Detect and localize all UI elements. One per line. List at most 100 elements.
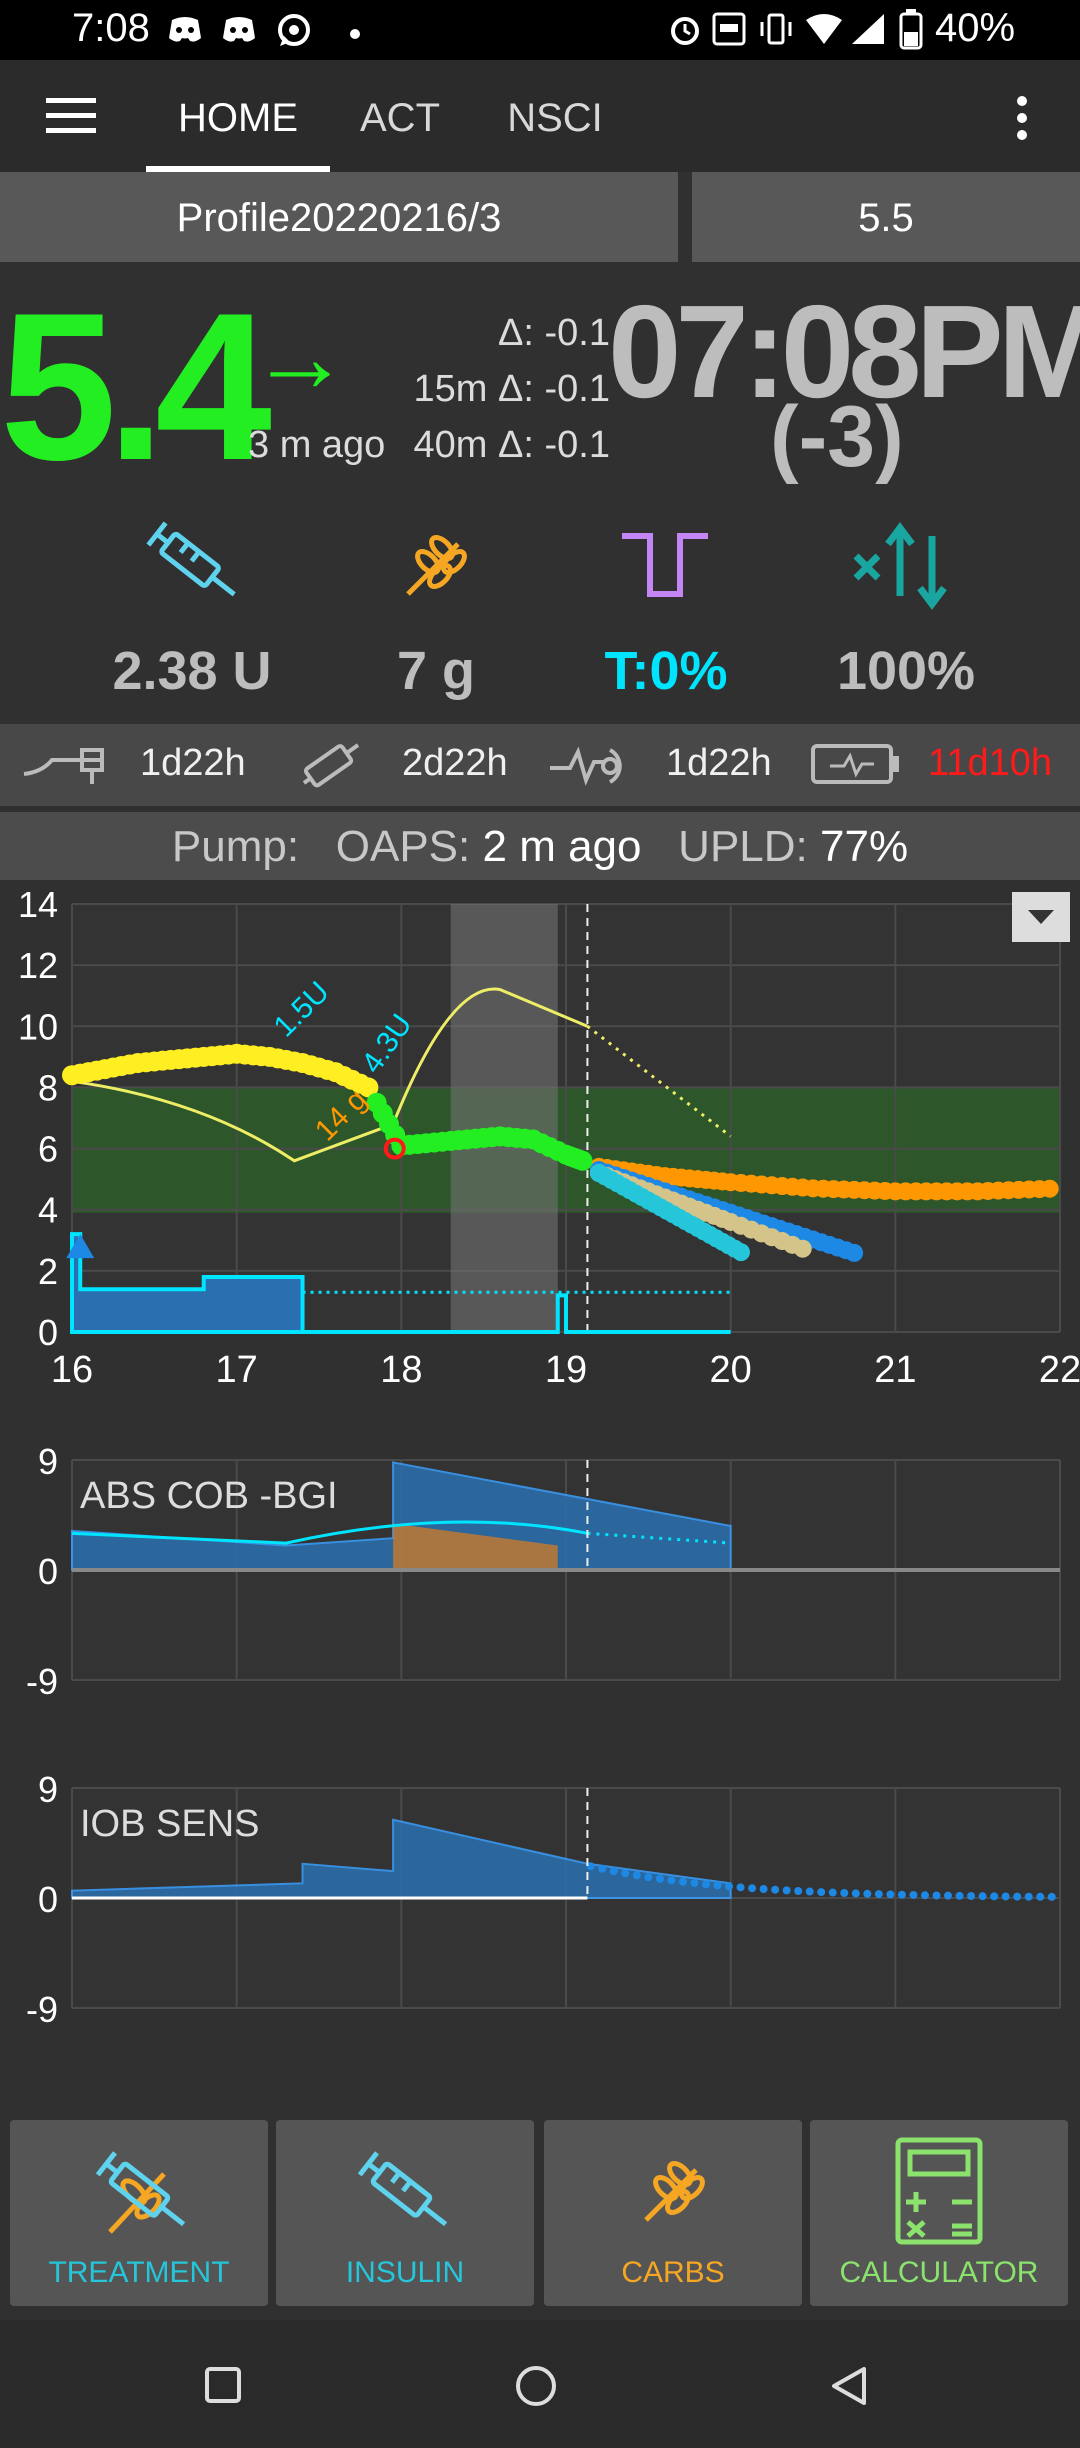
iob-prediction-point	[1013, 1892, 1022, 1901]
y-tick-label: 0	[38, 1551, 58, 1592]
pump-label: Pump:	[171, 822, 300, 871]
x-tick-label: 22	[1039, 1349, 1080, 1391]
iob-prediction-point	[713, 1881, 722, 1890]
home-icon[interactable]	[514, 2364, 558, 2413]
y-tick-label: 9	[38, 1769, 58, 1810]
y-tick-label: 12	[18, 945, 58, 986]
iob-prediction-point	[828, 1888, 837, 1897]
bg-point	[572, 1150, 593, 1171]
iob-prediction-point	[794, 1886, 803, 1895]
iob-prediction-point	[655, 1874, 664, 1883]
calculator-label: CALCULATOR	[839, 2256, 1039, 2289]
delta-5m: Δ: -0.1	[498, 312, 610, 354]
signal-icon	[850, 12, 886, 51]
battery-percent: 40%	[935, 6, 1016, 50]
age-strip: 1d22h 2d22h 1d22h 11d10h	[0, 724, 1080, 806]
iob-prediction-point	[632, 1871, 641, 1880]
temp-basal-icon	[620, 530, 710, 605]
calculator-button[interactable]: CALCULATOR	[810, 2120, 1068, 2306]
iob-prediction-point	[621, 1869, 630, 1878]
iob-prediction-point	[897, 1890, 906, 1899]
carbs-icon	[636, 2150, 716, 2235]
delta-15m: 15m Δ: -0.1	[413, 368, 610, 410]
chart-title: IOB SENS	[80, 1803, 260, 1845]
iob-prediction-point	[725, 1882, 734, 1891]
iob-prediction-point	[1001, 1892, 1010, 1901]
temp-basal-value[interactable]: T:0%	[604, 641, 728, 701]
x-tick-label: 20	[710, 1349, 752, 1391]
tab-home[interactable]: HOME	[178, 96, 298, 140]
iob-prediction-point	[736, 1883, 745, 1892]
insulin-button[interactable]: INSULIN	[276, 2120, 534, 2306]
menu-icon[interactable]	[46, 98, 96, 139]
iob-prediction-point	[851, 1889, 860, 1898]
carbs-button[interactable]: CARBS	[544, 2120, 802, 2306]
iob-prediction-point	[909, 1890, 918, 1899]
iob-area	[71, 1818, 732, 1899]
carbs-label: CARBS	[621, 2256, 725, 2289]
profile-percent[interactable]: 100%	[836, 641, 976, 701]
iob-prediction-point	[1036, 1892, 1045, 1901]
treatment-icon	[90, 2144, 200, 2249]
battery-icon	[898, 8, 924, 55]
bg-check-marker	[383, 1137, 406, 1160]
wifi-icon	[804, 12, 844, 51]
iob-prediction-point	[701, 1880, 710, 1889]
upld-label: UPLD:	[678, 822, 808, 871]
iob-prediction-point	[920, 1891, 929, 1900]
treatment-button[interactable]: TREATMENT	[10, 2120, 268, 2306]
iob-prediction-point	[586, 1862, 595, 1871]
iob-prediction-point	[690, 1879, 699, 1888]
pump-status-strip[interactable]: Pump: OAPS: 2 m ago UPLD: 77%	[0, 812, 1080, 880]
tab-nsci[interactable]: NSCI	[507, 96, 603, 140]
target-button[interactable]: 5.5	[692, 172, 1080, 262]
auto-brightness-icon	[712, 12, 746, 51]
iob-prediction-point	[990, 1892, 999, 1901]
prediction-point	[731, 1243, 750, 1262]
prediction-point	[845, 1243, 864, 1262]
clock-diff: (-3)	[770, 389, 904, 485]
iob-prediction-point	[932, 1891, 941, 1900]
smb-marker	[66, 1234, 95, 1259]
cob-value[interactable]: 7 g	[396, 641, 476, 701]
x-tick-label: 17	[216, 1349, 258, 1391]
y-tick-label: 10	[18, 1006, 58, 1047]
basal-area	[70, 1232, 305, 1334]
trend-arrow: →	[250, 301, 350, 413]
iob-prediction-point	[863, 1889, 872, 1898]
status-time: 7:08	[72, 6, 150, 50]
basal-line	[302, 1293, 731, 1334]
activity-curve	[71, 987, 588, 1163]
upld-value: 77%	[820, 822, 909, 871]
cannula-age: 1d22h	[140, 742, 246, 784]
bg-point	[358, 1077, 379, 1098]
profile-switch-icon	[850, 516, 960, 621]
vibrate-icon	[758, 12, 794, 51]
tab-indicator	[146, 166, 330, 172]
dropdown-icon	[1028, 910, 1054, 924]
y-tick-label: 0	[38, 1879, 58, 1920]
insulin-syringe-icon	[352, 2144, 462, 2249]
iob-prediction-point	[886, 1890, 895, 1899]
y-tick-label: 0	[38, 1312, 58, 1353]
status-bar: 7:08 40%	[0, 0, 1080, 60]
back-icon[interactable]	[830, 2366, 868, 2411]
iob-prediction-point	[840, 1888, 849, 1897]
recents-icon[interactable]	[204, 2366, 242, 2409]
iob-value[interactable]: 2.38 U	[112, 641, 272, 701]
discord-icon	[168, 14, 202, 49]
notification-dot-icon	[350, 26, 360, 44]
delta-40m: 40m Δ: -0.1	[413, 424, 610, 466]
reservoir-age: 2d22h	[402, 742, 508, 784]
iob-prediction-point	[667, 1876, 676, 1885]
tab-act[interactable]: ACT	[360, 96, 440, 140]
overflow-menu-icon[interactable]	[1014, 96, 1030, 145]
profile-button[interactable]: Profile20220216/3	[0, 172, 678, 262]
iob-prediction-point	[955, 1891, 964, 1900]
oaps-label: OAPS:	[335, 822, 471, 871]
iob-prediction-point	[805, 1887, 814, 1896]
x-tick-label: 18	[380, 1349, 422, 1391]
y-tick-label: 14	[18, 884, 58, 925]
bg-value[interactable]: 5.4	[0, 269, 272, 504]
